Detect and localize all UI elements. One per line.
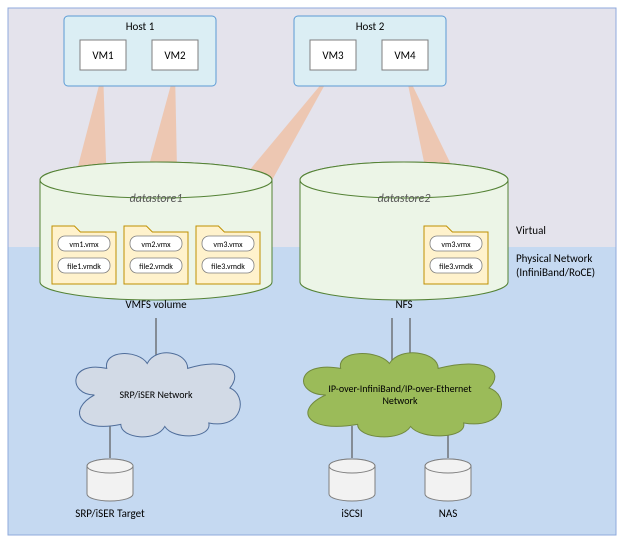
- host-host1: Host 1 VM1 VM2: [64, 16, 216, 86]
- svg-text:vm2.vmx: vm2.vmx: [141, 240, 171, 250]
- svg-text:iSCSI: iSCSI: [341, 507, 362, 520]
- folder: vm3.vmx file3.vmdk: [196, 226, 260, 284]
- svg-text:file1.vmdk: file1.vmdk: [67, 262, 101, 272]
- datastore-ds2: datastore2 vm3.vmx file3.vmdk NFS: [300, 162, 508, 311]
- folder: vm1.vmx file1.vmdk: [52, 226, 116, 284]
- svg-text:VMFS volume: VMFS volume: [125, 298, 187, 311]
- svg-text:datastore1: datastore1: [130, 192, 183, 206]
- svg-text:VM3: VM3: [322, 49, 344, 62]
- svg-text:Physical Network: Physical Network: [516, 252, 592, 265]
- host-host2: Host 2 VM3 VM4: [294, 16, 446, 86]
- folder: vm3.vmx file3.vmdk: [424, 226, 488, 284]
- svg-text:SRP/iSER Network: SRP/iSER Network: [119, 388, 193, 401]
- svg-text:file3.vmdk: file3.vmdk: [439, 262, 473, 272]
- svg-text:vm3.vmx: vm3.vmx: [441, 240, 471, 250]
- svg-text:Host 1: Host 1: [126, 20, 155, 33]
- svg-text:vm1.vmx: vm1.vmx: [69, 240, 99, 250]
- folder: vm2.vmx file2.vmdk: [124, 226, 188, 284]
- svg-text:NAS: NAS: [439, 507, 458, 520]
- svg-text:vm3.vmx: vm3.vmx: [213, 240, 243, 250]
- svg-text:NFS: NFS: [395, 298, 412, 311]
- svg-text:Network: Network: [382, 394, 418, 407]
- svg-text:datastore2: datastore2: [378, 192, 431, 206]
- svg-text:VM1: VM1: [92, 49, 114, 62]
- datastore-ds1: datastore1 vm1.vmx file1.vmdk vm2.vmx file2.…: [40, 162, 272, 311]
- svg-text:Virtual: Virtual: [516, 224, 546, 237]
- svg-text:(InfiniBand/RoCE): (InfiniBand/RoCE): [516, 266, 595, 279]
- svg-text:Host 2: Host 2: [356, 20, 385, 33]
- svg-text:file3.vmdk: file3.vmdk: [211, 262, 245, 272]
- svg-text:VM4: VM4: [394, 49, 416, 62]
- svg-text:VM2: VM2: [164, 49, 186, 62]
- svg-text:SRP/iSER Target: SRP/iSER Target: [75, 507, 145, 520]
- svg-text:file2.vmdk: file2.vmdk: [139, 262, 173, 272]
